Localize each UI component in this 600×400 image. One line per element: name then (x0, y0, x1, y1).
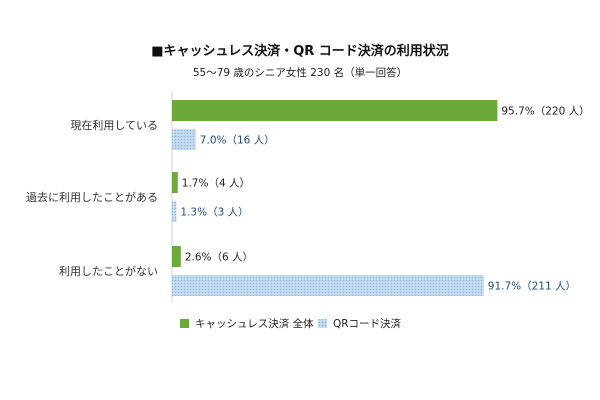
bar (172, 275, 484, 296)
chart-subtitle: 55～79 歳のシニア女性 230 名（単一回答） (193, 66, 407, 79)
bar (172, 100, 498, 121)
bar (172, 129, 196, 150)
data-label: 1.7%（4 人） (182, 178, 250, 190)
legend-swatch (180, 319, 189, 328)
data-label: 95.7%（220 人） (501, 106, 589, 118)
data-label: 2.6%（6 人） (185, 252, 253, 264)
data-label: 91.7%（211 人） (488, 281, 576, 293)
category-label: 現在利用している (70, 119, 158, 132)
bar (172, 201, 177, 222)
legend-label: QRコード決済 (333, 317, 402, 330)
bar (172, 246, 181, 267)
legend: キャッシュレス決済 全体 QRコード決済 (180, 317, 402, 330)
bars (172, 100, 498, 296)
legend-swatch (318, 319, 327, 328)
data-label: 1.3%（3 人） (180, 207, 248, 219)
bar (172, 172, 178, 193)
chart-title: ■キャッシュレス決済・QR コード決済の利用状況 (151, 43, 449, 59)
data-labels: 95.7%（220 人） 7.0%（16 人） 1.7%（4 人） 1.3%（3 人）… (180, 106, 589, 293)
data-label: 7.0%（16 人） (200, 135, 275, 147)
category-label: 過去に利用したことがある (26, 190, 158, 204)
legend-label: キャッシュレス決済 全体 (195, 317, 314, 330)
category-label: 利用したことがない (59, 264, 158, 278)
